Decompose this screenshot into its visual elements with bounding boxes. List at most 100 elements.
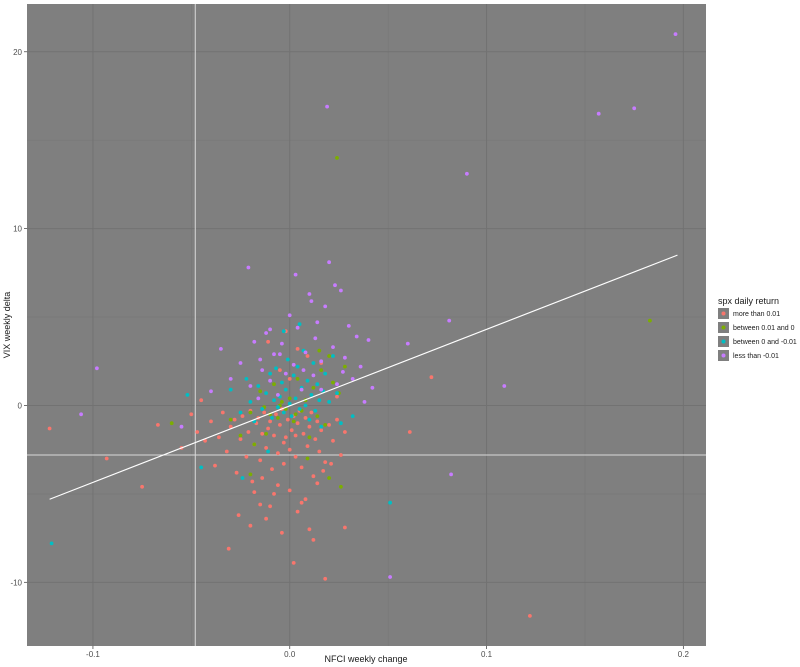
data-point [185, 393, 190, 397]
data-point [291, 419, 296, 424]
x-axis-title: NFCI weekly change [324, 654, 407, 664]
data-point [49, 541, 54, 546]
data-point [315, 481, 320, 486]
data-point [248, 400, 253, 404]
data-point [297, 322, 302, 326]
data-point [295, 377, 300, 381]
data-point [335, 156, 339, 160]
data-point [272, 352, 276, 357]
data-point [287, 401, 292, 406]
data-point [238, 437, 243, 441]
data-point [264, 331, 268, 335]
data-point [305, 444, 310, 448]
data-point [343, 355, 347, 360]
data-point [311, 474, 316, 479]
data-point [293, 433, 298, 438]
data-point [240, 476, 245, 480]
data-point [299, 500, 304, 505]
data-point [280, 380, 284, 385]
data-point [319, 387, 324, 392]
data-point [248, 384, 253, 388]
data-point [287, 396, 292, 401]
data-point [287, 447, 292, 452]
data-point [270, 467, 274, 471]
data-point [301, 431, 306, 436]
data-point [370, 385, 375, 390]
data-point [264, 516, 268, 521]
data-point [331, 354, 335, 358]
data-point [315, 414, 320, 418]
data-point [343, 364, 347, 369]
data-point [258, 389, 263, 394]
data-point [305, 354, 310, 358]
data-point [317, 348, 322, 353]
data-point [262, 410, 267, 415]
data-point [281, 440, 286, 445]
data-point [272, 492, 276, 496]
data-point [232, 417, 237, 422]
data-point [632, 106, 637, 111]
data-point [303, 416, 308, 420]
data-point [252, 490, 257, 494]
data-point [331, 438, 335, 443]
data-point [327, 354, 331, 358]
data-point [283, 371, 288, 376]
legend-label: more than 0.01 [733, 311, 780, 318]
data-point [289, 414, 294, 418]
data-point [281, 461, 286, 466]
data-point [305, 378, 310, 383]
data-point [315, 320, 320, 325]
data-point [407, 430, 412, 434]
data-point [228, 424, 233, 429]
data-point [219, 347, 223, 351]
data-point [309, 299, 314, 303]
data-point [293, 396, 298, 401]
data-point [319, 428, 324, 433]
data-point [281, 329, 286, 334]
data-point [293, 454, 298, 459]
data-point [313, 336, 318, 341]
regression-line-layer [49, 254, 678, 500]
data-point [305, 456, 310, 461]
data-point [260, 407, 265, 411]
x-tick-label: 0.0 [284, 650, 296, 659]
data-point [311, 385, 316, 390]
data-point [281, 410, 286, 415]
data-point [228, 377, 233, 381]
data-point [280, 400, 284, 404]
data-point [311, 361, 316, 365]
data-point [307, 527, 312, 532]
data-point [309, 393, 314, 397]
x-tick-label: -0.1 [86, 650, 100, 659]
data-point [299, 465, 304, 470]
data-point [276, 483, 280, 487]
data-point [350, 414, 355, 418]
y-axis-title: VIX weekly delta [2, 292, 12, 359]
data-point [258, 458, 263, 463]
data-point [276, 393, 280, 397]
data-point [331, 345, 335, 349]
data-point [195, 430, 200, 434]
data-point [238, 361, 243, 365]
data-point [388, 500, 392, 505]
data-point [327, 260, 331, 265]
data-point [325, 104, 329, 109]
data-point [315, 419, 320, 424]
legend-swatch [721, 339, 726, 344]
data-point [238, 410, 243, 415]
grid-layer [27, 4, 706, 646]
data-point [319, 368, 324, 372]
regression-line [49, 254, 678, 500]
data-point [329, 461, 333, 466]
data-point [266, 449, 270, 454]
data-point [252, 442, 257, 447]
data-point [295, 325, 300, 330]
data-point [274, 412, 278, 417]
data-point [327, 476, 331, 480]
data-point [502, 384, 507, 388]
data-point [307, 435, 312, 440]
data-point [217, 435, 221, 440]
data-point [335, 391, 339, 395]
data-point [339, 288, 343, 293]
x-tick-label: 0.1 [481, 650, 493, 659]
